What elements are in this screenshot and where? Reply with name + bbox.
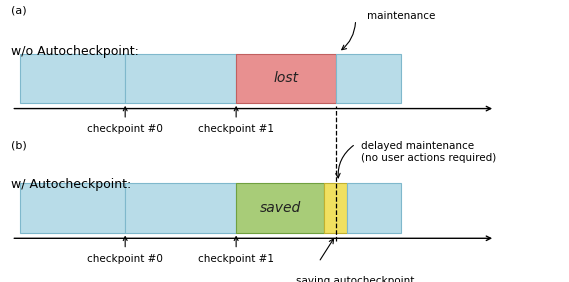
Text: checkpoint #1: checkpoint #1 [198, 254, 274, 264]
Bar [324, 183, 347, 233]
Text: saved: saved [259, 201, 301, 215]
Text: delayed maintenance
(no user actions required): delayed maintenance (no user actions req… [361, 141, 497, 163]
Text: maintenance: maintenance [367, 11, 435, 21]
Text: checkpoint #0: checkpoint #0 [87, 124, 163, 134]
Text: lost: lost [273, 71, 299, 85]
Bar [236, 54, 336, 103]
Bar [20, 54, 125, 103]
Bar [336, 54, 401, 103]
Text: w/ Autocheckpoint:: w/ Autocheckpoint: [11, 178, 131, 191]
Text: checkpoint #0: checkpoint #0 [87, 254, 163, 264]
Text: (a): (a) [11, 6, 27, 16]
Text: saving autocheckpoint: saving autocheckpoint [296, 276, 414, 282]
Bar [20, 183, 125, 233]
Bar [125, 183, 236, 233]
Text: w/o Autocheckpoint:: w/o Autocheckpoint: [11, 45, 139, 58]
Text: (b): (b) [11, 141, 27, 151]
Bar [236, 183, 324, 233]
Bar [125, 54, 236, 103]
Text: checkpoint #1: checkpoint #1 [198, 124, 274, 134]
Bar [347, 183, 401, 233]
